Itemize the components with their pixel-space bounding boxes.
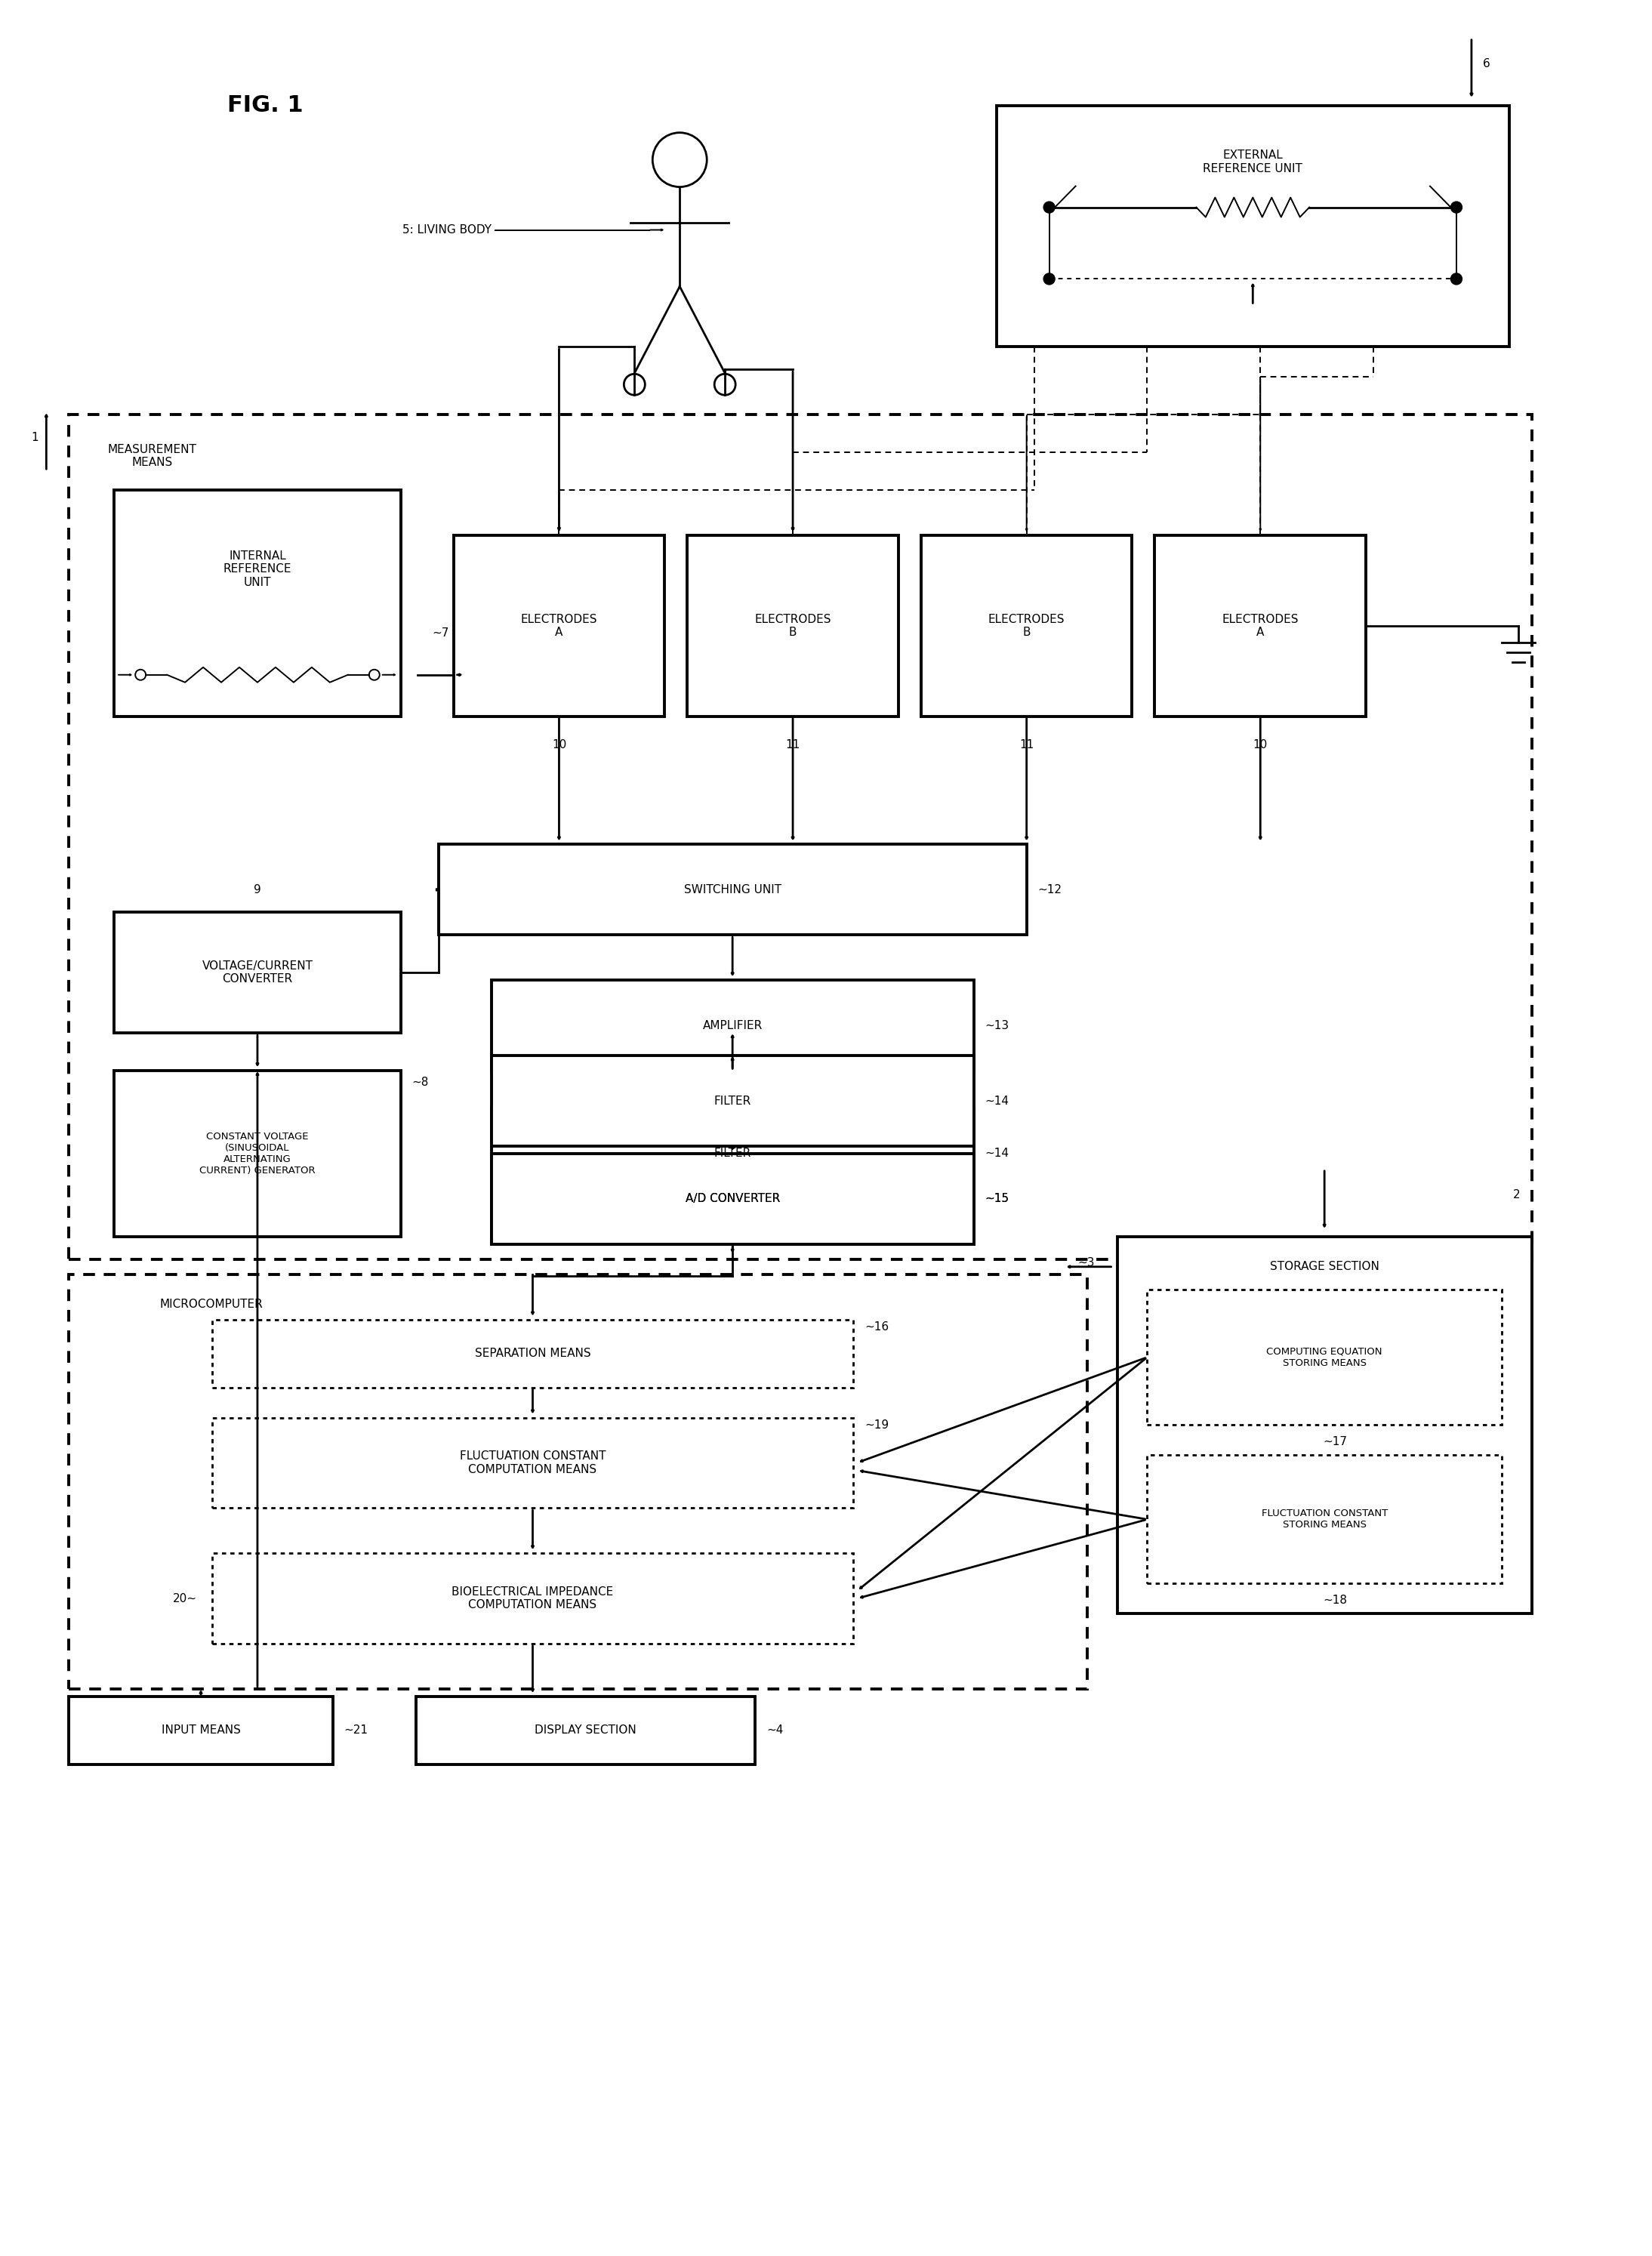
Circle shape <box>1450 273 1462 284</box>
Text: AMPLIFIER: AMPLIFIER <box>702 1020 763 1031</box>
Text: FILTER: FILTER <box>714 1094 752 1105</box>
Text: EXTERNAL
REFERENCE UNIT: EXTERNAL REFERENCE UNIT <box>1203 149 1302 174</box>
FancyBboxPatch shape <box>996 106 1510 347</box>
Text: FLUCTUATION CONSTANT
COMPUTATION MEANS: FLUCTUATION CONSTANT COMPUTATION MEANS <box>459 1451 606 1475</box>
FancyBboxPatch shape <box>114 911 401 1033</box>
Text: INTERNAL
REFERENCE
UNIT: INTERNAL REFERENCE UNIT <box>223 550 292 589</box>
FancyBboxPatch shape <box>922 535 1132 717</box>
Text: ELECTRODES
B: ELECTRODES B <box>988 614 1066 638</box>
FancyBboxPatch shape <box>491 1056 973 1146</box>
FancyBboxPatch shape <box>69 415 1531 1259</box>
FancyBboxPatch shape <box>416 1697 755 1764</box>
Text: 20~: 20~ <box>173 1593 197 1604</box>
FancyBboxPatch shape <box>438 844 1026 934</box>
Text: BIOELECTRICAL IMPEDANCE
COMPUTATION MEANS: BIOELECTRICAL IMPEDANCE COMPUTATION MEAN… <box>451 1586 613 1611</box>
Text: 9: 9 <box>254 884 261 896</box>
FancyBboxPatch shape <box>114 1072 401 1236</box>
Text: ELECTRODES
A: ELECTRODES A <box>1222 614 1298 638</box>
Text: SEPARATION MEANS: SEPARATION MEANS <box>474 1347 591 1358</box>
FancyBboxPatch shape <box>1146 1455 1502 1584</box>
FancyBboxPatch shape <box>491 979 973 1072</box>
Text: ~17: ~17 <box>1323 1437 1346 1448</box>
Text: ~7: ~7 <box>433 627 449 638</box>
Text: ~4: ~4 <box>767 1726 783 1737</box>
FancyBboxPatch shape <box>1146 1290 1502 1426</box>
Text: MEASUREMENT
MEANS: MEASUREMENT MEANS <box>107 444 197 469</box>
FancyBboxPatch shape <box>69 1275 1087 1690</box>
Text: CONSTANT VOLTAGE
(SINUSOIDAL
ALTERNATING
CURRENT) GENERATOR: CONSTANT VOLTAGE (SINUSOIDAL ALTERNATING… <box>200 1133 316 1175</box>
Text: A/D CONVERTER: A/D CONVERTER <box>686 1193 780 1205</box>
FancyBboxPatch shape <box>491 1153 973 1243</box>
Text: ~15: ~15 <box>985 1193 1009 1205</box>
Text: ~14: ~14 <box>985 1094 1009 1105</box>
Text: ~8: ~8 <box>411 1076 430 1087</box>
Text: COMPUTING EQUATION
STORING MEANS: COMPUTING EQUATION STORING MEANS <box>1267 1347 1383 1367</box>
Text: DISPLAY SECTION: DISPLAY SECTION <box>535 1726 636 1737</box>
FancyBboxPatch shape <box>687 535 899 717</box>
FancyBboxPatch shape <box>1155 535 1366 717</box>
FancyBboxPatch shape <box>1117 1236 1531 1613</box>
Text: VOLTAGE/CURRENT
CONVERTER: VOLTAGE/CURRENT CONVERTER <box>202 961 312 986</box>
Text: FIG. 1: FIG. 1 <box>226 95 302 117</box>
FancyBboxPatch shape <box>114 490 401 717</box>
FancyBboxPatch shape <box>69 1697 332 1764</box>
Text: MICROCOMPUTER: MICROCOMPUTER <box>159 1299 263 1311</box>
Circle shape <box>1044 201 1056 212</box>
Text: ~12: ~12 <box>1037 884 1062 896</box>
Text: ~16: ~16 <box>864 1322 889 1333</box>
Text: INPUT MEANS: INPUT MEANS <box>162 1726 241 1737</box>
Text: ~18: ~18 <box>1323 1595 1346 1606</box>
Text: 10: 10 <box>1254 740 1267 751</box>
FancyBboxPatch shape <box>491 1153 973 1243</box>
Text: ELECTRODES
A: ELECTRODES A <box>520 614 598 638</box>
Text: 11: 11 <box>786 740 800 751</box>
Text: ~21: ~21 <box>344 1726 368 1737</box>
Text: ~19: ~19 <box>864 1419 889 1430</box>
Text: 11: 11 <box>1019 740 1034 751</box>
Text: STORAGE SECTION: STORAGE SECTION <box>1270 1261 1379 1272</box>
Text: FILTER: FILTER <box>714 1148 752 1160</box>
FancyBboxPatch shape <box>454 535 664 717</box>
Text: SWITCHING UNIT: SWITCHING UNIT <box>684 884 781 896</box>
Circle shape <box>1450 201 1462 212</box>
Text: 6: 6 <box>1483 59 1490 70</box>
Text: ~3: ~3 <box>1077 1257 1094 1268</box>
Text: 1: 1 <box>31 431 38 442</box>
Text: ~13: ~13 <box>985 1020 1009 1031</box>
Text: 5: LIVING BODY: 5: LIVING BODY <box>401 223 491 235</box>
Text: ~15: ~15 <box>985 1193 1009 1205</box>
FancyBboxPatch shape <box>211 1554 852 1645</box>
Text: FLUCTUATION CONSTANT
STORING MEANS: FLUCTUATION CONSTANT STORING MEANS <box>1260 1509 1388 1530</box>
Text: 10: 10 <box>552 740 567 751</box>
Text: ~14: ~14 <box>985 1148 1009 1160</box>
FancyBboxPatch shape <box>211 1320 852 1387</box>
Text: 2: 2 <box>1513 1189 1520 1200</box>
FancyBboxPatch shape <box>211 1417 852 1507</box>
Text: ELECTRODES
B: ELECTRODES B <box>755 614 831 638</box>
Text: A/D CONVERTER: A/D CONVERTER <box>686 1193 780 1205</box>
Circle shape <box>1044 273 1056 284</box>
FancyBboxPatch shape <box>491 1108 973 1198</box>
